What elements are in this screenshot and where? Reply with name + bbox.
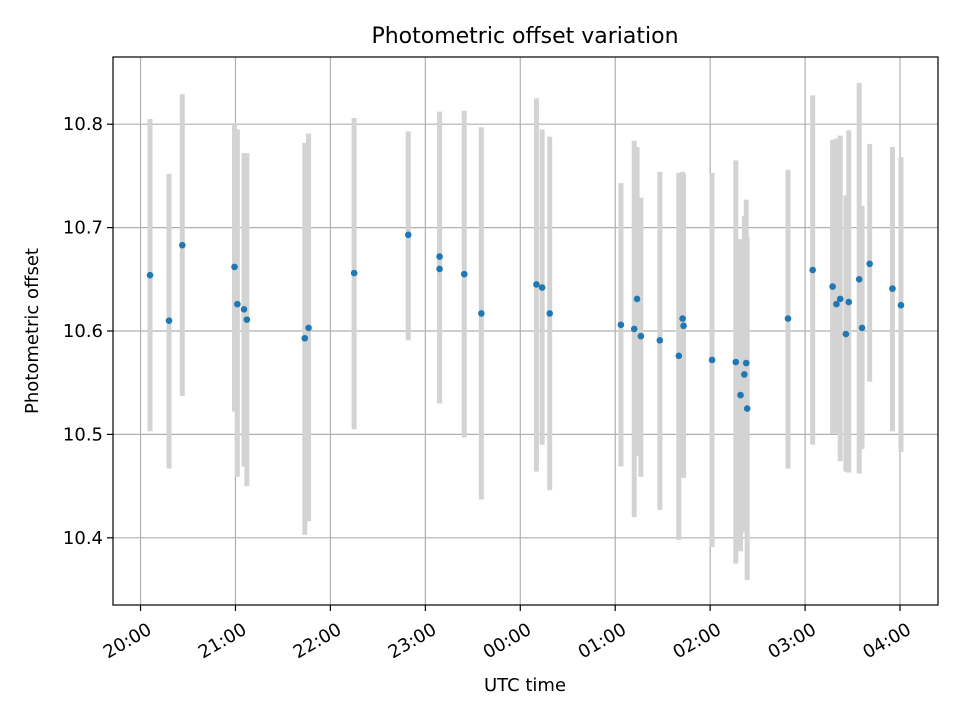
data-point — [165, 317, 173, 324]
data-point — [436, 265, 443, 273]
data-point — [866, 260, 873, 268]
x-tick-label: 22:00 — [290, 619, 345, 663]
data-point — [546, 310, 554, 317]
data-point — [829, 283, 836, 290]
data-point — [243, 316, 251, 323]
data-point — [833, 300, 840, 308]
data-point — [617, 321, 625, 329]
data-point — [675, 352, 683, 360]
data-point — [533, 281, 540, 288]
y-tick-label: 10.8 — [63, 114, 103, 135]
data-point — [836, 295, 844, 303]
x-tick-label: 23:00 — [385, 619, 440, 663]
x-tick-label: 01:00 — [575, 619, 630, 663]
data-point — [305, 324, 312, 332]
data-point — [146, 271, 154, 279]
x-tick-label: 02:00 — [670, 619, 725, 663]
data-point — [179, 241, 186, 249]
data-point — [460, 270, 468, 278]
x-tick-label: 20:00 — [100, 619, 155, 663]
data-point — [737, 391, 744, 399]
data-point — [743, 405, 751, 412]
data-point — [637, 332, 645, 340]
data-point — [538, 284, 546, 291]
data-point — [784, 315, 792, 322]
data-point — [732, 358, 740, 366]
data-point — [845, 298, 853, 306]
y-tick-label: 10.6 — [63, 321, 103, 342]
data-point — [404, 231, 412, 239]
chart-title: Photometric offset variation — [371, 24, 678, 49]
y-tick-label: 10.4 — [63, 528, 103, 549]
data-point — [301, 334, 309, 342]
data-point — [858, 324, 866, 332]
x-axis-label: UTC time — [484, 675, 566, 696]
data-points — [146, 231, 905, 412]
data-point — [630, 325, 638, 333]
x-tick-label: 00:00 — [480, 619, 535, 663]
y-axis-label: Photometric offset — [22, 248, 43, 414]
data-point — [436, 253, 443, 260]
data-point — [742, 359, 750, 367]
grid — [113, 57, 938, 605]
data-point — [741, 371, 748, 378]
x-tick-label: 04:00 — [859, 619, 914, 663]
data-point — [680, 322, 687, 330]
data-point — [478, 310, 485, 317]
data-point — [809, 266, 816, 274]
y-tick-label: 10.5 — [63, 424, 103, 445]
data-point — [889, 285, 896, 292]
data-point — [855, 276, 863, 283]
data-point — [679, 315, 686, 322]
x-tick-label: 21:00 — [195, 619, 250, 663]
data-point — [656, 337, 664, 344]
data-point — [897, 301, 905, 309]
data-point — [350, 269, 358, 277]
data-point — [842, 330, 850, 338]
data-point — [231, 263, 238, 271]
data-point — [633, 295, 641, 303]
data-point — [240, 305, 248, 313]
data-point — [234, 300, 241, 308]
y-tick-label: 10.7 — [63, 218, 103, 239]
x-tick-label: 03:00 — [764, 619, 819, 663]
data-point — [708, 356, 716, 364]
